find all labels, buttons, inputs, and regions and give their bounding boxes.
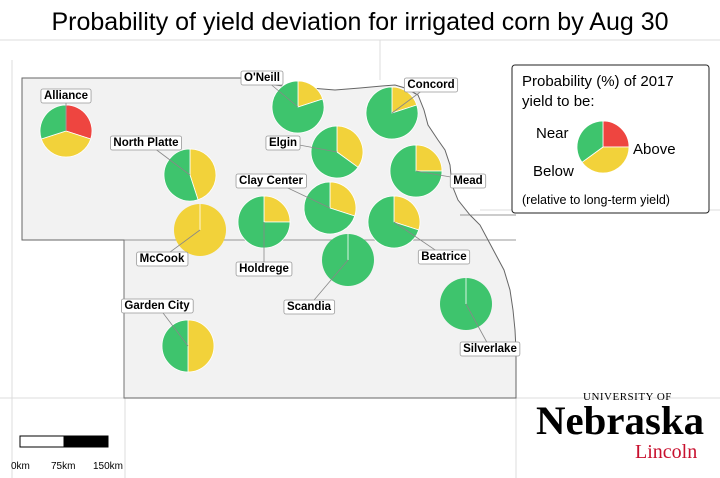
pie-holdrege-slice-above xyxy=(237,195,291,249)
logo-line2: Nebraska xyxy=(536,398,704,443)
label-box-elgin xyxy=(265,135,301,151)
label-box-beatrice xyxy=(417,249,471,265)
label-text-holdrege: Holdrege xyxy=(239,263,289,275)
logo-line1: UNIVERSITY OF xyxy=(583,391,672,403)
pie-alliance-slice-below xyxy=(65,104,93,140)
legend-pie-slice-below xyxy=(602,120,630,148)
pie-holdrege xyxy=(237,195,291,249)
label-text-beatrice: Beatrice xyxy=(421,251,466,263)
scale-bar: 0km 75km 150km xyxy=(11,435,123,472)
label-text-garden-city: Garden City xyxy=(124,300,190,312)
pie-beatrice xyxy=(367,195,421,249)
label-text-mccook: McCook xyxy=(140,253,185,265)
pie-elgin-slice-near xyxy=(336,125,364,168)
label-text-concord: Concord xyxy=(407,79,454,91)
leader-line-scandia xyxy=(308,259,349,307)
legend-label-below: Below xyxy=(533,163,574,180)
label-text-scandia: Scandia xyxy=(287,301,332,313)
site-pies xyxy=(39,80,492,373)
pie-mead-slice-above xyxy=(389,144,443,198)
logo-line3: Lincoln xyxy=(635,441,697,463)
pie-clay-center-slice-near xyxy=(329,181,357,217)
legend-pie xyxy=(576,120,630,174)
label-box-scandia xyxy=(283,299,336,315)
label-text-elgin: Elgin xyxy=(269,137,297,149)
pie-o-neill xyxy=(271,80,325,134)
label-text-north-platte: North Platte xyxy=(113,137,178,149)
legend-label-above: Above xyxy=(633,141,676,158)
label-scandia: Scandia xyxy=(283,299,336,315)
label-elgin: Elgin xyxy=(265,135,301,151)
label-text-clay-center: Clay Center xyxy=(239,175,303,187)
label-box-north-platte xyxy=(110,135,182,151)
label-clay-center: Clay Center xyxy=(235,173,307,189)
pie-beatrice-slice-near xyxy=(393,195,421,231)
label-box-concord xyxy=(403,77,459,93)
label-box-alliance xyxy=(40,88,92,104)
label-box-silverlake xyxy=(459,341,521,357)
legend-pie-slice-near xyxy=(581,146,630,174)
pie-alliance-slice-above xyxy=(39,104,67,140)
label-beatrice: Beatrice xyxy=(417,249,471,265)
pie-concord-slice-above xyxy=(365,86,419,140)
legend-title-line1: Probability (%) of 2017 xyxy=(522,73,674,90)
pie-garden-city-slice-above xyxy=(161,319,189,373)
label-alliance: Alliance xyxy=(40,88,92,104)
label-o-neill: O'Neill xyxy=(240,70,284,86)
label-concord: Concord xyxy=(403,77,459,93)
pie-garden-city-slice-near xyxy=(187,319,215,373)
pie-elgin-slice-above xyxy=(310,125,359,179)
label-mccook: McCook xyxy=(136,251,189,267)
legend-pie-slice-above xyxy=(576,120,604,163)
label-text-alliance: Alliance xyxy=(44,90,88,102)
leader-line-silverlake xyxy=(465,303,491,349)
legend-label-near: Near xyxy=(536,125,569,142)
label-holdrege: Holdrege xyxy=(235,261,293,277)
pie-beatrice-slice-above xyxy=(367,195,420,249)
legend-title-line2: yield to be: xyxy=(522,93,595,110)
label-box-o-neill xyxy=(240,70,284,86)
label-mead: Mead xyxy=(449,173,487,189)
legend-note: (relative to long-term yield) xyxy=(522,193,670,207)
label-box-mccook xyxy=(136,251,189,267)
label-box-mead xyxy=(449,173,487,189)
scale-label-150: 150km xyxy=(93,461,123,472)
pie-mead xyxy=(389,144,443,198)
pie-holdrege-slice-near xyxy=(263,195,291,223)
pie-alliance-slice-near xyxy=(40,130,92,158)
pie-garden-city xyxy=(161,319,215,373)
label-text-o-neill: O'Neill xyxy=(244,72,280,84)
university-logo: UNIVERSITY OF Nebraska Lincoln xyxy=(536,391,704,463)
pie-north-platte-slice-near xyxy=(189,148,217,201)
label-text-silverlake: Silverlake xyxy=(463,343,517,355)
label-garden-city: Garden City xyxy=(121,298,194,314)
map-title: Probability of yield deviation for irrig… xyxy=(51,8,669,36)
label-text-mead: Mead xyxy=(453,175,482,187)
label-box-garden-city xyxy=(121,298,194,314)
legend: Probability (%) of 2017 yield to be: Nea… xyxy=(511,64,710,214)
label-box-clay-center xyxy=(235,173,307,189)
label-box-holdrege xyxy=(235,261,293,277)
label-silverlake: Silverlake xyxy=(459,341,521,357)
scale-label-0: 0km xyxy=(11,461,30,472)
site-labels: Alliance O'Neill Concord Elgin North Platte M… xyxy=(40,70,521,357)
pie-elgin xyxy=(310,125,364,179)
label-north-platte: North Platte xyxy=(110,135,182,151)
pie-mead-slice-near xyxy=(415,144,443,172)
scale-label-75: 75km xyxy=(51,461,75,472)
pie-alliance xyxy=(39,104,93,158)
pie-concord xyxy=(365,86,419,140)
pie-o-neill-slice-above xyxy=(271,80,325,134)
